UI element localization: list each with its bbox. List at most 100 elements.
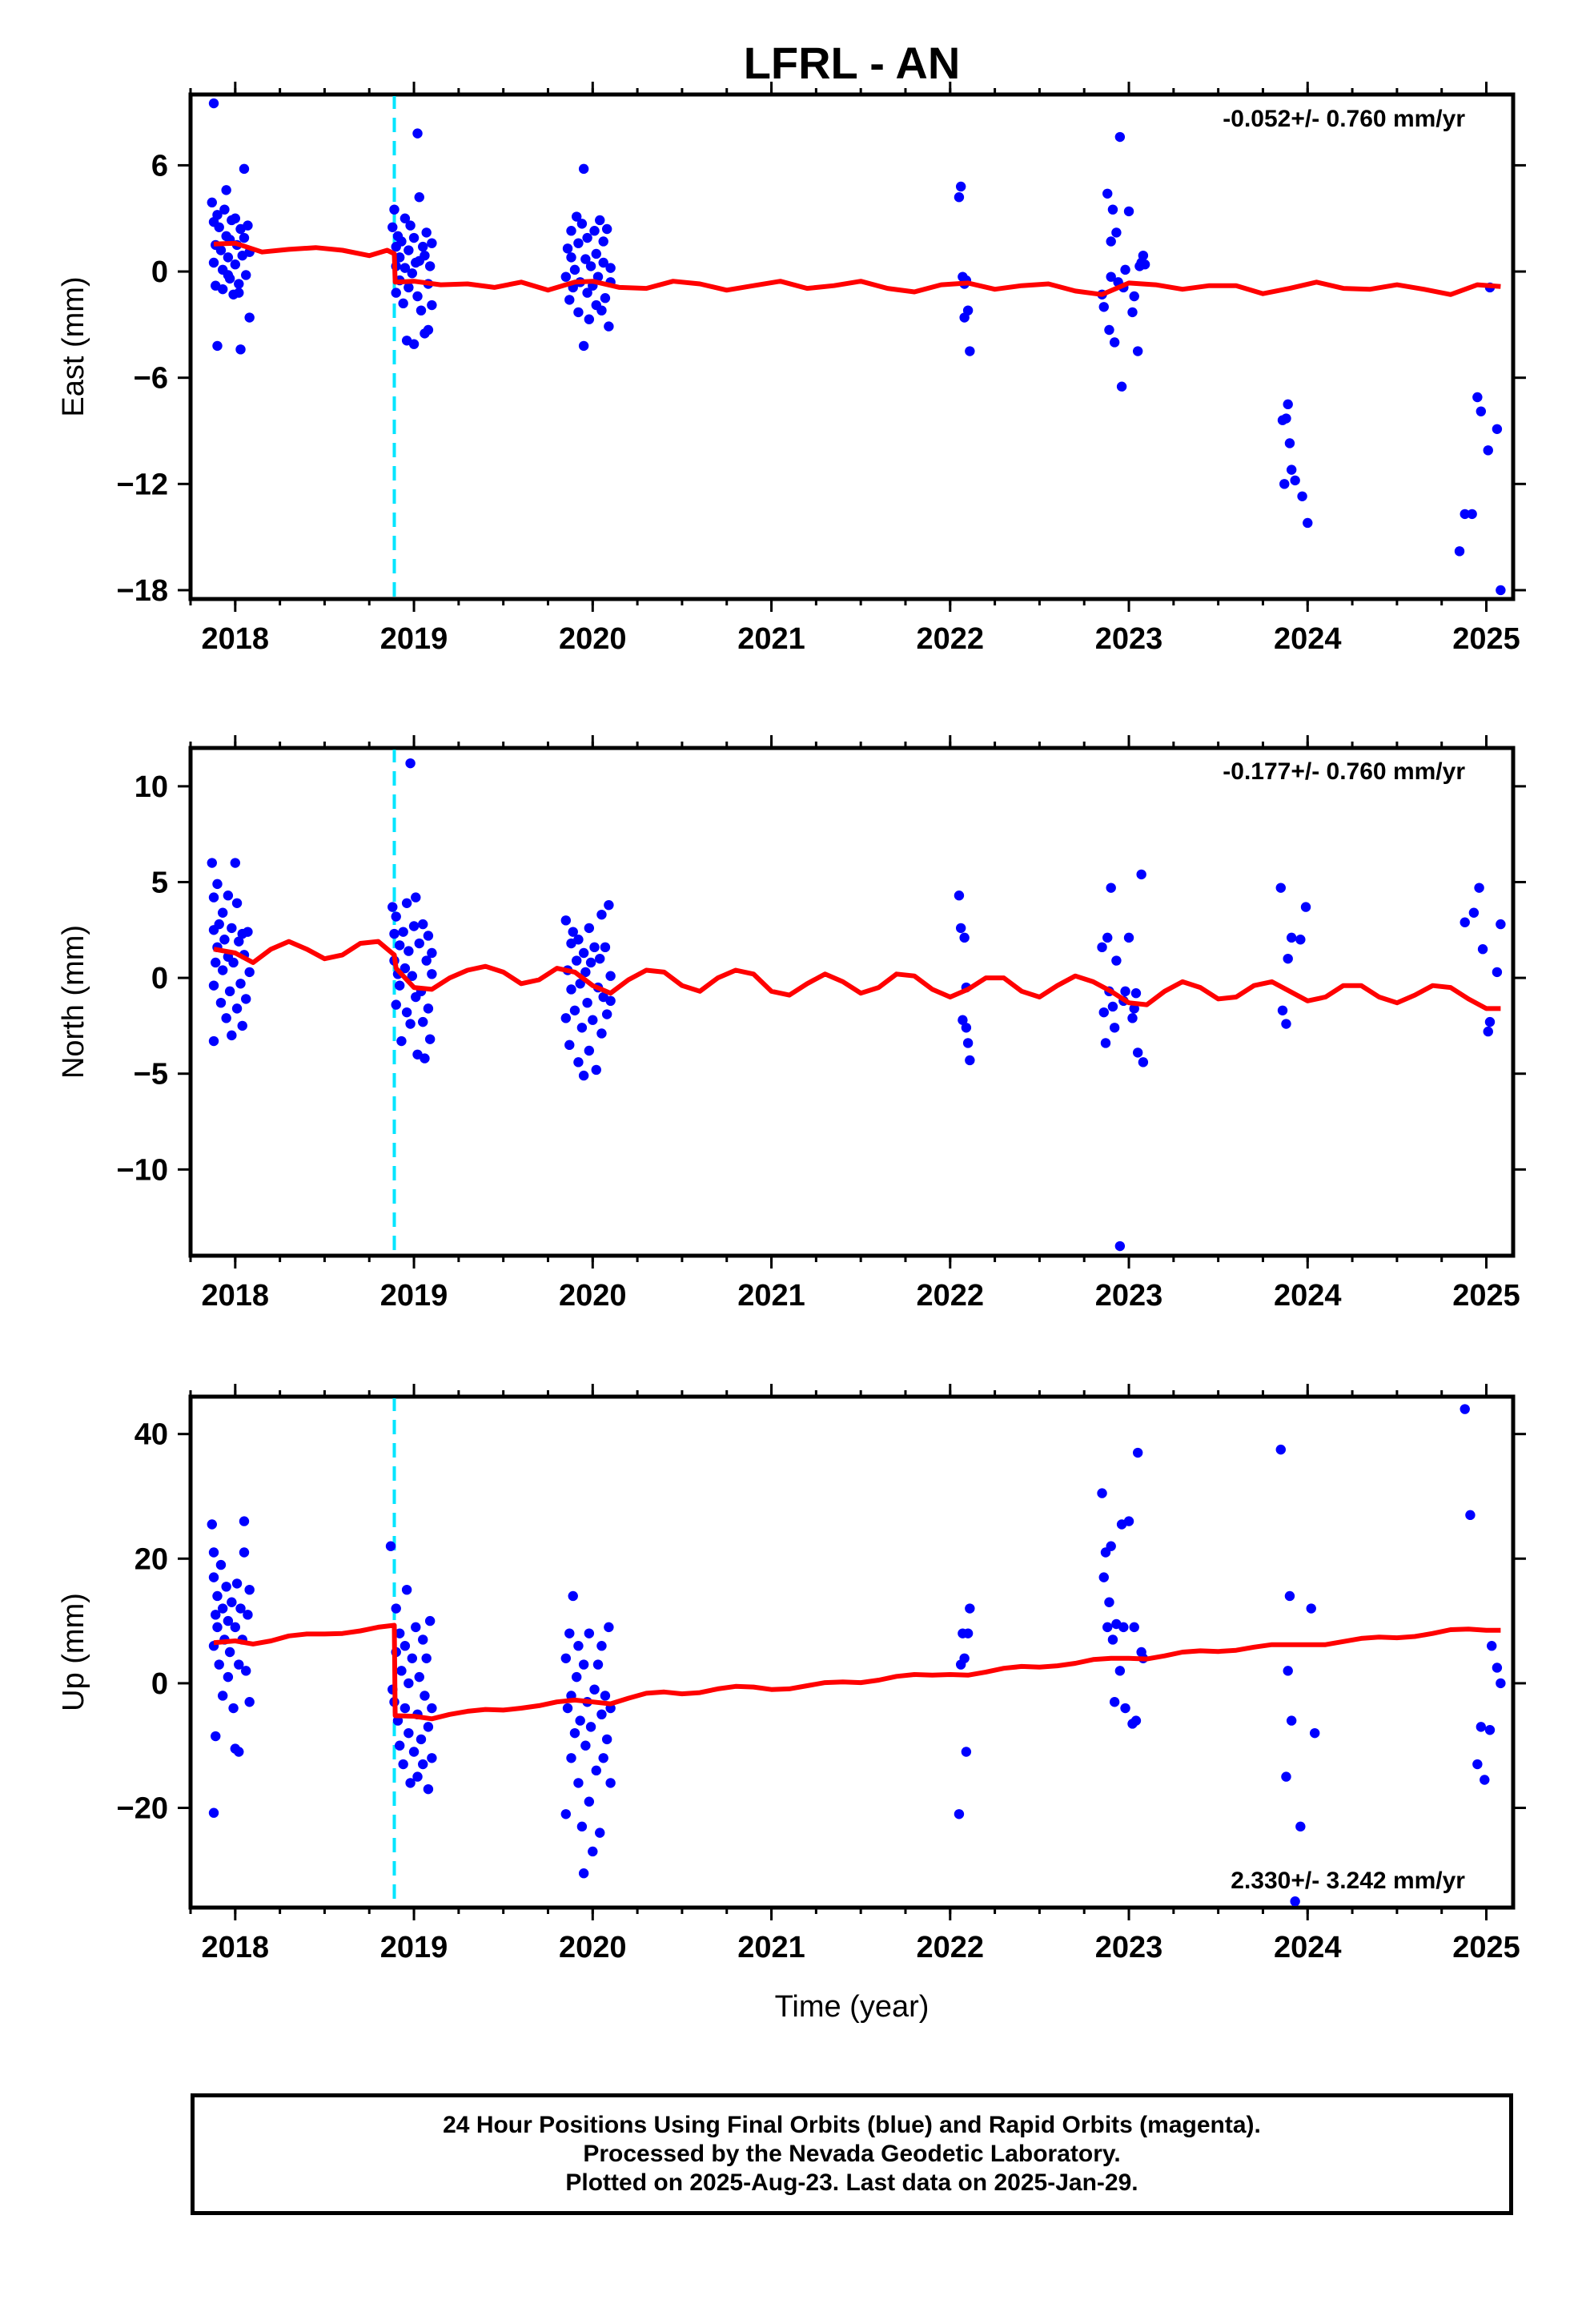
data-point <box>212 210 223 220</box>
data-point <box>1290 1896 1300 1906</box>
data-point <box>576 219 588 229</box>
data-point <box>1472 1759 1483 1770</box>
data-point <box>244 1584 255 1595</box>
data-point <box>420 1691 430 1701</box>
data-point <box>1460 509 1470 520</box>
data-point <box>211 1610 221 1620</box>
data-point <box>1120 1703 1130 1714</box>
data-point <box>404 282 414 293</box>
data-point <box>1138 1057 1149 1068</box>
data-point <box>208 980 219 991</box>
data-point <box>575 979 585 989</box>
data-point <box>1136 869 1146 880</box>
data-point <box>1476 1722 1487 1732</box>
data-point <box>1286 1715 1297 1726</box>
data-point <box>588 1015 598 1025</box>
data-point <box>215 1559 227 1570</box>
data-point <box>1460 917 1470 927</box>
data-point <box>560 915 572 926</box>
data-point <box>564 1628 575 1638</box>
data-point <box>604 1622 614 1633</box>
data-point <box>1281 1771 1291 1782</box>
data-point <box>1116 381 1127 392</box>
data-point <box>391 287 401 298</box>
data-point <box>1129 291 1139 302</box>
data-point <box>208 1807 219 1818</box>
data-point <box>408 1747 420 1757</box>
data-point <box>955 923 966 934</box>
x-tick-label: 2021 <box>737 1931 805 1964</box>
data-point <box>235 979 246 989</box>
data-point <box>592 271 604 282</box>
data-point <box>421 227 432 238</box>
data-point <box>223 1671 234 1683</box>
figure-title: LFRL - AN <box>744 38 961 88</box>
data-point <box>592 1659 604 1670</box>
data-point <box>566 252 576 263</box>
data-point <box>394 252 405 263</box>
data-point <box>1277 1005 1288 1015</box>
data-point <box>230 213 241 223</box>
data-point <box>207 1519 217 1530</box>
data-point <box>423 931 434 941</box>
y-tick-label: 5 <box>151 866 168 899</box>
data-point <box>224 1647 235 1658</box>
footer-info-box: 24 Hour Positions Using Final Orbits (bl… <box>191 2093 1513 2215</box>
data-point <box>601 1734 612 1745</box>
data-point <box>1114 131 1126 143</box>
data-point <box>572 1671 582 1683</box>
data-point <box>1104 324 1114 336</box>
y-tick-label: 40 <box>135 1418 168 1452</box>
data-point <box>1286 464 1297 475</box>
data-point <box>585 1722 596 1732</box>
data-point <box>1123 206 1134 217</box>
data-point <box>954 1809 965 1819</box>
data-point <box>1496 585 1506 596</box>
data-point <box>243 927 253 937</box>
data-point <box>244 967 255 978</box>
data-point <box>1106 1541 1116 1551</box>
data-point <box>562 243 573 254</box>
data-point <box>391 1603 401 1614</box>
data-point <box>427 947 437 959</box>
data-point <box>1281 413 1291 424</box>
data-point <box>569 1727 580 1739</box>
y-tick-label: 10 <box>135 770 168 804</box>
data-point <box>591 248 601 259</box>
data-point <box>1295 1821 1306 1832</box>
data-point <box>1310 1727 1320 1739</box>
y-tick-label: 20 <box>135 1542 168 1576</box>
data-point <box>404 946 414 956</box>
data-point <box>596 909 607 920</box>
x-tick-label: 2025 <box>1452 1931 1520 1964</box>
data-point <box>396 236 407 247</box>
data-point <box>214 1659 224 1670</box>
data-point <box>208 1572 219 1582</box>
data-point <box>562 1703 573 1714</box>
data-point <box>221 1582 231 1592</box>
x-tick-label: 2022 <box>917 1279 985 1313</box>
data-point <box>396 1666 407 1676</box>
data-point <box>208 1547 219 1558</box>
data-point <box>1120 986 1130 997</box>
data-point <box>600 942 611 953</box>
data-point <box>1496 919 1506 930</box>
data-point <box>1129 1003 1139 1014</box>
data-point <box>230 1622 241 1633</box>
data-point <box>412 128 423 139</box>
data-point <box>1474 883 1484 893</box>
data-point <box>212 1622 223 1633</box>
data-point <box>585 261 596 271</box>
data-point <box>591 1064 601 1076</box>
data-point <box>215 245 227 255</box>
data-point <box>412 291 423 302</box>
data-point <box>962 305 974 316</box>
data-point <box>217 1691 228 1701</box>
data-point <box>427 1703 437 1714</box>
data-point <box>427 969 437 979</box>
data-point <box>214 222 224 232</box>
data-point <box>1098 1572 1109 1582</box>
data-point <box>244 1697 255 1707</box>
data-point <box>1102 1622 1113 1633</box>
data-point <box>221 1013 231 1023</box>
